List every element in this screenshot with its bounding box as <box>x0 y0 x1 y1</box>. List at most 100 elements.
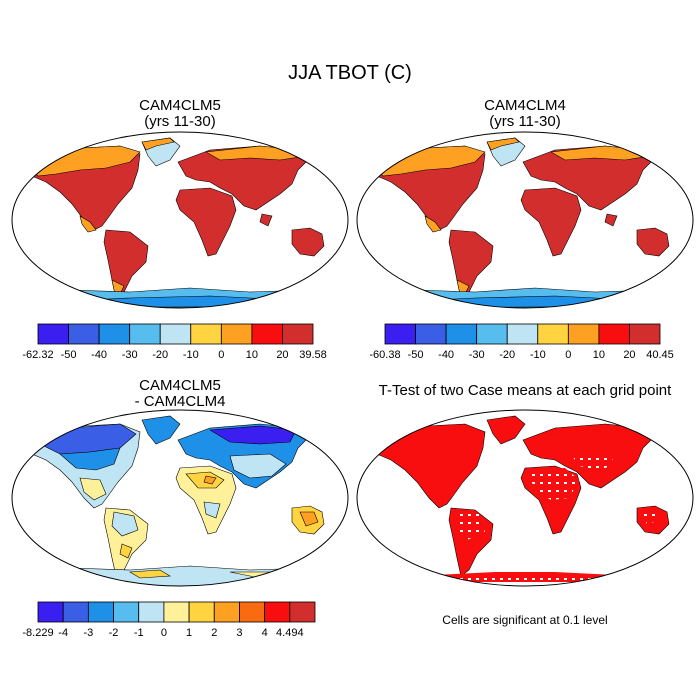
colorbar-swatch <box>213 601 240 623</box>
map-panel-1 <box>11 131 349 309</box>
colorbar-swatch <box>68 323 100 345</box>
panel1-title-line1: CAM4CLM5 <box>139 97 221 114</box>
continent-south-america <box>103 507 149 577</box>
map-panel-2 <box>356 131 694 309</box>
panel2-title-line2: (yrs 11-30) <box>489 113 561 130</box>
greenland <box>486 137 526 167</box>
continent-north-america <box>374 145 486 233</box>
panel3-title-line2: - CAM4CLM4 <box>134 393 226 410</box>
panel4-title: T-Test of two Case means at each grid po… <box>378 382 672 399</box>
colorbar-tick-label: 20 <box>623 349 635 361</box>
colorbar-swatch <box>537 323 569 345</box>
colorbar-swatch <box>159 323 192 345</box>
colorbar-swatch <box>239 601 266 623</box>
significance-note: Cells are significant at 0.1 level <box>442 613 608 627</box>
colorbar-tick-label: -40 <box>438 349 454 361</box>
colorbar-swatch <box>476 323 508 345</box>
colorbar-swatch <box>113 601 140 623</box>
colorbar-swatch <box>598 323 630 345</box>
colorbar-tick-label: -2 <box>109 627 119 639</box>
colorbar-swatch <box>445 323 478 345</box>
continent-australia <box>636 227 670 257</box>
panel2-title-line1: CAM4CLM4 <box>484 97 566 114</box>
colorbar-tick-label: -8.229 <box>22 627 53 639</box>
colorbar-2: -60.38 -50 -40 -30 -20 -10 0 10 20 40.45 <box>369 323 674 361</box>
colorbar-swatch <box>264 601 291 623</box>
colorbar-tick-label: 0 <box>218 349 224 361</box>
colorbar-tick-label: -60.38 <box>369 349 400 361</box>
colorbar-tick-label: -10 <box>530 349 546 361</box>
colorbar-tick-label: -50 <box>61 349 77 361</box>
colorbar-swatch <box>282 323 314 345</box>
continent-antarctica <box>12 565 348 586</box>
colorbar-swatch <box>87 601 114 623</box>
colorbar-swatch <box>138 601 165 623</box>
colorbar-tick-label: -30 <box>122 349 138 361</box>
continent-eurasia-africa <box>520 423 656 535</box>
panel3-title: CAM4CLM5 - CAM4CLM4 <box>70 378 290 410</box>
colorbar-tick-label: 0 <box>565 349 571 361</box>
map-panel-3 <box>11 409 349 587</box>
continent-south-america <box>103 229 149 299</box>
colorbar-swatch <box>220 323 253 345</box>
colorbar-tick-label: 4.494 <box>276 627 304 639</box>
colorbar-swatch <box>629 323 661 345</box>
panel2-title: CAM4CLM4 (yrs 11-30) <box>415 98 635 130</box>
colorbar-swatch <box>289 601 316 623</box>
continent-eurasia-africa <box>175 423 311 535</box>
colorbar-tick-label: -62.32 <box>22 349 53 361</box>
colorbar-swatch <box>129 323 161 345</box>
colorbar-tick-label: -3 <box>83 627 93 639</box>
continent-north-america <box>29 423 141 509</box>
colorbar-tick-label: -1 <box>134 627 144 639</box>
colorbar-tick-label: -40 <box>91 349 107 361</box>
panel1-title: CAM4CLM5 (yrs 11-30) <box>70 98 290 130</box>
continent-antarctica <box>12 287 348 308</box>
colorbar-tick-label: 2 <box>211 627 217 639</box>
continent-eurasia-africa <box>520 145 656 257</box>
colorbar-swatch <box>415 323 447 345</box>
greenland <box>486 415 526 445</box>
colorbar-tick-label: 10 <box>246 349 258 361</box>
colorbar-swatch <box>62 601 89 623</box>
greenland <box>141 415 181 445</box>
continent-north-america <box>29 145 141 233</box>
continent-australia <box>636 505 670 535</box>
colorbar-tick-label: -20 <box>152 349 168 361</box>
continent-australia <box>291 227 325 257</box>
colorbar-swatch <box>37 601 64 623</box>
colorbar-tick-label: -50 <box>408 349 424 361</box>
continent-eurasia-africa <box>175 145 311 257</box>
map-panel-4 <box>356 409 694 587</box>
colorbar-3: -8.229 -4 -3 -2 -1 0 1 2 3 4 4.494 <box>22 601 316 639</box>
panel3-title-line1: CAM4CLM5 <box>139 377 221 394</box>
panel1-title-line2: (yrs 11-30) <box>144 113 216 130</box>
colorbar-swatch <box>37 323 69 345</box>
colorbar-swatch <box>567 323 600 345</box>
colorbar-tick-label: 20 <box>276 349 288 361</box>
colorbar-tick-label: 1 <box>186 627 192 639</box>
colorbar-swatch <box>506 323 539 345</box>
colorbar-swatch <box>188 601 215 623</box>
colorbar-tick-label: 4 <box>262 627 268 639</box>
colorbar-tick-label: 40.45 <box>646 349 674 361</box>
colorbar-tick-label: -10 <box>183 349 199 361</box>
figure-title: JJA TBOT (C) <box>288 62 412 84</box>
colorbar-swatch <box>98 323 131 345</box>
colorbar-tick-label: -4 <box>58 627 68 639</box>
greenland <box>141 137 181 167</box>
continent-north-america <box>374 423 486 509</box>
continent-antarctica <box>357 287 693 308</box>
colorbar-tick-label: -30 <box>469 349 485 361</box>
colorbar-swatch <box>251 323 283 345</box>
colorbar-swatch <box>163 601 190 623</box>
colorbar-tick-label: -20 <box>499 349 515 361</box>
colorbar-swatch <box>190 323 222 345</box>
colorbar-1: -62.32 -50 -40 -30 -20 -10 0 10 20 39.58 <box>22 323 327 361</box>
colorbar-tick-label: 10 <box>593 349 605 361</box>
continent-south-america <box>448 507 494 577</box>
continent-australia <box>291 505 325 535</box>
colorbar-swatch <box>384 323 416 345</box>
continent-south-america <box>448 229 494 299</box>
colorbar-tick-label: 0 <box>161 627 167 639</box>
